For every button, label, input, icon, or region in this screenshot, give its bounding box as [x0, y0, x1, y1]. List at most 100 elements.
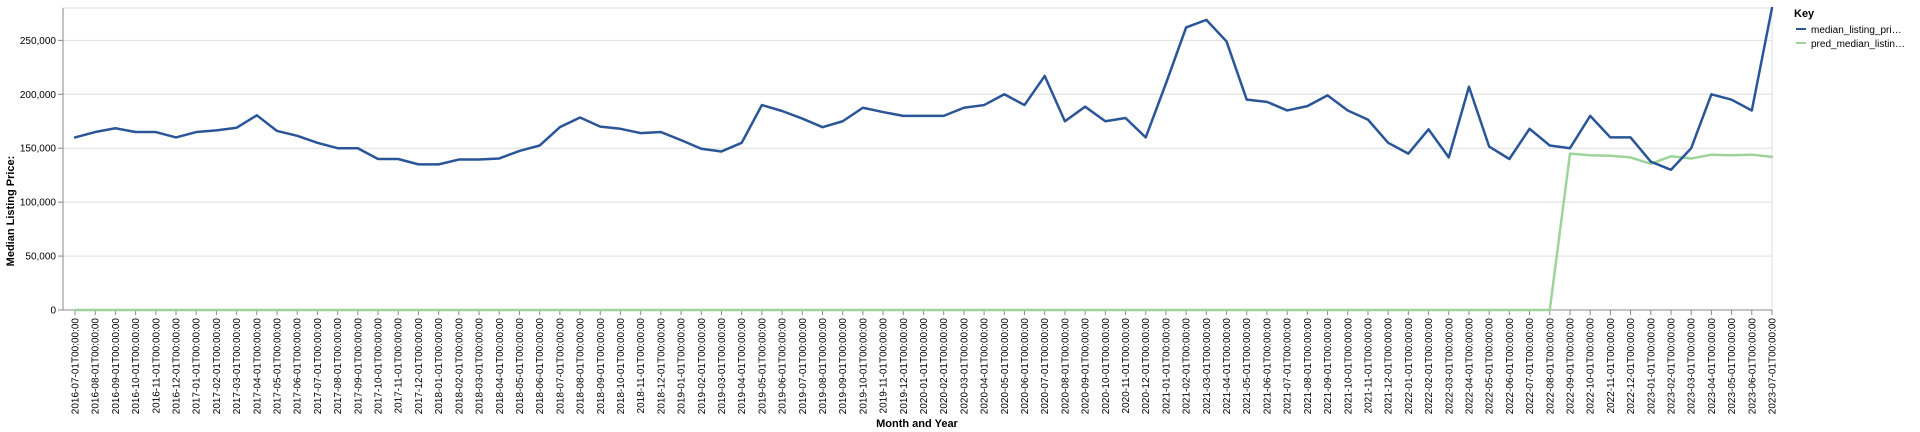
- x-tick-label: 2017-12-01T00:00:00: [414, 318, 425, 415]
- series-line-median-listing-price: [73, 6, 1774, 172]
- x-tick-label: 2020-11-01T00:00:00: [1121, 318, 1132, 414]
- x-tick-label: 2019-02-01T00:00:00: [697, 318, 708, 415]
- legend-label-median: median_listing_pri…: [1811, 25, 1902, 36]
- x-tick-label: 2023-05-01T00:00:00: [1727, 318, 1738, 415]
- x-tick-label: 2022-10-01T00:00:00: [1586, 318, 1597, 415]
- x-tick-label: 2018-11-01T00:00:00: [636, 318, 647, 414]
- x-tick-label: 2022-01-01T00:00:00: [1404, 318, 1415, 415]
- x-tick-label: 2017-10-01T00:00:00: [374, 318, 385, 415]
- x-tick-label: 2017-04-01T00:00:00: [252, 318, 263, 415]
- x-tick-label: 2022-08-01T00:00:00: [1545, 318, 1556, 415]
- y-tick-label: 0: [50, 306, 56, 317]
- y-tick-labels: 0 50,000 100,000 150,000 200,000 250,000: [20, 36, 57, 317]
- x-tick-label: 2016-07-01T00:00:00: [71, 318, 82, 415]
- x-tick-label: 2023-03-01T00:00:00: [1687, 318, 1698, 415]
- x-tick-label: 2016-12-01T00:00:00: [172, 318, 183, 415]
- x-tick-label: 2016-11-01T00:00:00: [151, 318, 162, 414]
- y-tick-label: 100,000: [20, 198, 57, 209]
- x-tick-label: 2021-06-01T00:00:00: [1262, 318, 1273, 415]
- legend-title: Key: [1794, 8, 1815, 20]
- x-tick-label: 2019-05-01T00:00:00: [757, 318, 768, 415]
- x-tick-label: 2016-09-01T00:00:00: [111, 318, 122, 415]
- x-tick-label: 2022-04-01T00:00:00: [1464, 318, 1475, 415]
- x-tick-label: 2023-04-01T00:00:00: [1707, 318, 1718, 415]
- x-tick-label: 2018-01-01T00:00:00: [434, 318, 445, 415]
- x-tick-label: 2020-10-01T00:00:00: [1101, 318, 1112, 415]
- x-tick-label: 2019-03-01T00:00:00: [717, 318, 728, 415]
- x-tick-label: 2018-03-01T00:00:00: [475, 318, 486, 415]
- x-tick-label: 2016-10-01T00:00:00: [131, 318, 142, 415]
- x-tick-label: 2022-11-01T00:00:00: [1606, 318, 1617, 414]
- y-tick-label: 200,000: [20, 90, 57, 101]
- x-tick-label: 2018-02-01T00:00:00: [454, 318, 465, 415]
- x-tick-label: 2017-08-01T00:00:00: [333, 318, 344, 415]
- x-tick-label: 2021-11-01T00:00:00: [1363, 318, 1374, 414]
- x-tick-label: 2021-08-01T00:00:00: [1303, 318, 1314, 415]
- y-tick-label: 50,000: [25, 252, 56, 263]
- x-tick-label: 2019-06-01T00:00:00: [778, 318, 789, 415]
- x-tick-label: 2020-05-01T00:00:00: [1000, 318, 1011, 415]
- y-tick-label: 250,000: [20, 36, 57, 47]
- x-tick-label: 2018-04-01T00:00:00: [495, 318, 506, 415]
- x-tick-label: 2021-01-01T00:00:00: [1161, 318, 1172, 415]
- x-tick-label: 2020-08-01T00:00:00: [1060, 318, 1071, 415]
- x-tick-label: 2021-02-01T00:00:00: [1182, 318, 1193, 415]
- x-tick-label: 2019-04-01T00:00:00: [737, 318, 748, 415]
- x-tick-label: 2018-10-01T00:00:00: [616, 318, 627, 415]
- x-tick-label: 2017-06-01T00:00:00: [293, 318, 304, 415]
- x-tick-label: 2020-07-01T00:00:00: [1040, 318, 1051, 415]
- x-tick-label: 2018-05-01T00:00:00: [515, 318, 526, 415]
- x-tick-label: 2018-09-01T00:00:00: [596, 318, 607, 415]
- x-tick-label: 2020-06-01T00:00:00: [1020, 318, 1031, 415]
- x-tick-label: 2020-03-01T00:00:00: [959, 318, 970, 415]
- legend: Key median_listing_pri… pred_median_list…: [1794, 8, 1905, 50]
- x-tick-label: 2021-07-01T00:00:00: [1283, 318, 1294, 415]
- x-tick-label: 2018-12-01T00:00:00: [656, 318, 667, 415]
- x-tick-label: 2016-08-01T00:00:00: [91, 318, 102, 415]
- x-tick-label: 2020-04-01T00:00:00: [980, 318, 991, 415]
- x-tick-label: 2017-05-01T00:00:00: [273, 318, 284, 415]
- x-tick-label: 2022-05-01T00:00:00: [1485, 318, 1496, 415]
- x-tick-label: 2021-04-01T00:00:00: [1222, 318, 1233, 415]
- x-tick-label: 2017-01-01T00:00:00: [192, 318, 203, 415]
- x-tick-label: 2021-03-01T00:00:00: [1202, 318, 1213, 415]
- x-tick-label: 2023-06-01T00:00:00: [1747, 318, 1758, 415]
- x-tick-label: 2019-07-01T00:00:00: [798, 318, 809, 415]
- x-tick-label: 2022-12-01T00:00:00: [1626, 318, 1637, 415]
- x-tick-label: 2019-12-01T00:00:00: [899, 318, 910, 415]
- x-tick-label: 2018-06-01T00:00:00: [535, 318, 546, 415]
- x-axis-title: Month and Year: [876, 418, 958, 430]
- series-line-pred-median-listing-price: [73, 152, 1774, 312]
- x-tick-label: 2019-08-01T00:00:00: [818, 318, 829, 415]
- axes: [58, 8, 1773, 315]
- x-tick-label: 2022-06-01T00:00:00: [1505, 318, 1516, 415]
- x-tick-label: 2019-09-01T00:00:00: [838, 318, 849, 415]
- x-tick-label: 2018-08-01T00:00:00: [576, 318, 587, 415]
- x-tick-label: 2023-02-01T00:00:00: [1666, 318, 1677, 415]
- x-tick-label: 2020-12-01T00:00:00: [1141, 318, 1152, 415]
- x-tick-label: 2018-07-01T00:00:00: [555, 318, 566, 415]
- x-tick-label: 2021-12-01T00:00:00: [1384, 318, 1395, 415]
- y-axis-title: Median Listing Price:: [5, 156, 17, 267]
- x-tick-label: 2022-02-01T00:00:00: [1424, 318, 1435, 415]
- x-tick-label: 2021-05-01T00:00:00: [1242, 318, 1253, 415]
- x-tick-label: 2019-11-01T00:00:00: [879, 318, 890, 414]
- series-lines: [73, 6, 1774, 312]
- x-tick-label: 2017-03-01T00:00:00: [232, 318, 243, 415]
- x-tick-label: 2017-02-01T00:00:00: [212, 318, 223, 415]
- x-tick-label: 2019-10-01T00:00:00: [858, 318, 869, 415]
- legend-label-pred: pred_median_listin…: [1811, 39, 1905, 50]
- x-tick-label: 2017-07-01T00:00:00: [313, 318, 324, 415]
- x-tick-label: 2022-09-01T00:00:00: [1565, 318, 1576, 415]
- grid: [63, 7, 1773, 311]
- x-tick-label: 2023-07-01T00:00:00: [1768, 318, 1779, 415]
- x-tick-label: 2017-09-01T00:00:00: [353, 318, 364, 415]
- x-tick-labels: 2016-07-01T00:00:00 2016-08-01T00:00:00 20…: [71, 318, 1779, 415]
- y-tick-label: 150,000: [20, 144, 57, 155]
- x-tick-label: 2017-11-01T00:00:00: [394, 318, 405, 414]
- x-tick-label: 2020-09-01T00:00:00: [1081, 318, 1092, 415]
- x-tick-label: 2019-01-01T00:00:00: [677, 318, 688, 415]
- x-tick-label: 2020-02-01T00:00:00: [939, 318, 950, 415]
- x-tick-label: 2021-10-01T00:00:00: [1343, 318, 1354, 415]
